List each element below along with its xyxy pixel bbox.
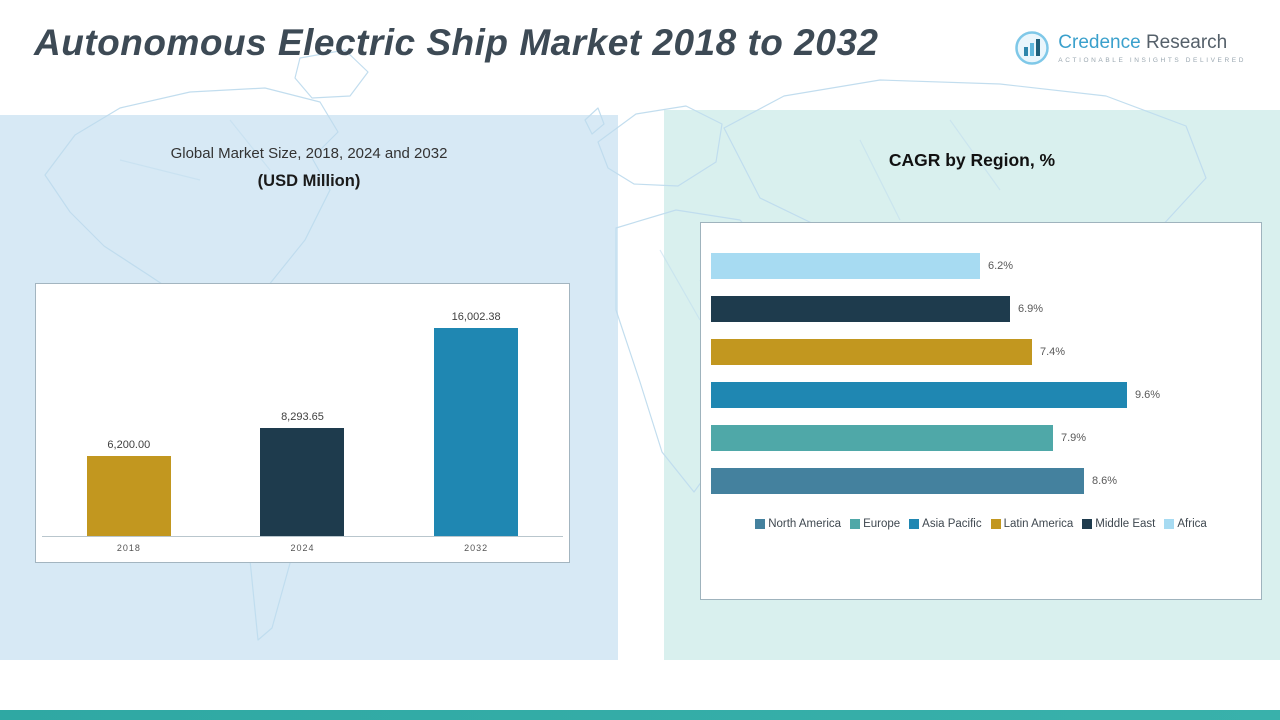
logo-brand-name: Credence Research — [1058, 32, 1246, 54]
bar-column-2024: 8,293.65 — [260, 411, 345, 536]
bar-2024 — [260, 428, 345, 536]
bar-value-label: 7.9% — [1061, 432, 1087, 444]
bar-latin-america — [711, 339, 1032, 365]
legend-label: Africa — [1177, 518, 1207, 530]
bar-value-label: 8.6% — [1092, 475, 1118, 487]
legend-swatch — [1164, 519, 1175, 529]
legend-item-latin-america: Latin America — [990, 518, 1074, 530]
bar-row-latin-america: 7.4% — [711, 339, 1261, 365]
logo-brand-secondary: Research — [1145, 32, 1228, 53]
cagr-chart-title: CAGR by Region, % — [888, 150, 1056, 170]
credence-research-logo: Credence Research Actionable Insights De… — [1014, 30, 1246, 66]
cagr-legend: North America Europe Asia Pacific Latin Ame… — [711, 518, 1261, 530]
legend-swatch — [990, 519, 1001, 529]
cagr-plot: 6.2% 6.9% 7.4% 9.6% 7.9% 8.6% — [711, 253, 1261, 494]
bar-2032 — [434, 328, 519, 536]
bar-north-america — [711, 468, 1084, 494]
legend-label: Middle East — [1095, 518, 1156, 530]
logo-brand-primary: Credence — [1058, 32, 1141, 53]
bar-value-label: 16,002.38 — [451, 311, 501, 323]
legend-item-middle-east: Middle East — [1082, 518, 1155, 530]
market-size-xaxis: 2018 2024 2032 — [42, 537, 563, 553]
footer-accent-bar — [0, 710, 1280, 720]
market-size-plot: 6,200.00 8,293.65 16,002.38 — [42, 310, 563, 537]
bar-row-middle-east: 6.9% — [711, 296, 1261, 322]
market-size-chart-subtitle: Global Market Size, 2018, 2024 and 2032 — [170, 145, 448, 162]
bar-row-africa: 6.2% — [711, 253, 1261, 279]
bar-column-2032: 16,002.38 — [434, 311, 519, 536]
bar-value-label: 9.6% — [1135, 389, 1161, 401]
logo-text: Credence Research Actionable Insights De… — [1058, 32, 1246, 64]
bar-europe — [711, 425, 1053, 451]
legend-label: Latin America — [1003, 518, 1074, 530]
market-size-chart: 6,200.00 8,293.65 16,002.38 2018 2024 2032 — [35, 283, 570, 563]
bar-value-label: 6.2% — [988, 260, 1014, 272]
x-axis-label-2018: 2018 — [116, 543, 141, 553]
logo-chart-icon — [1015, 31, 1050, 65]
legend-swatch — [1082, 519, 1093, 529]
bar-asia-pacific — [711, 382, 1127, 408]
legend-item-north-america: North America — [755, 518, 841, 530]
legend-label: Europe — [863, 518, 901, 530]
legend-swatch — [850, 519, 861, 529]
x-axis-label-2032: 2032 — [464, 543, 489, 553]
market-size-chart-unit: (USD Million) — [257, 172, 361, 190]
bar-column-2018: 6,200.00 — [86, 439, 171, 536]
legend-item-europe: Europe — [850, 518, 900, 530]
bar-africa — [711, 253, 980, 279]
cagr-chart: 6.2% 6.9% 7.4% 9.6% 7.9% 8.6% North America Eu… — [700, 222, 1262, 600]
legend-swatch — [909, 519, 920, 529]
legend-label: North America — [768, 518, 842, 530]
bar-value-label: 6.9% — [1018, 303, 1044, 315]
page-title: Autonomous Electric Ship Market 2018 to … — [34, 22, 879, 63]
legend-swatch — [755, 519, 766, 529]
legend-label: Asia Pacific — [922, 518, 982, 530]
bar-middle-east — [711, 296, 1010, 322]
bar-2018 — [86, 456, 171, 536]
legend-item-africa: Africa — [1164, 518, 1207, 530]
bar-row-europe: 7.9% — [711, 425, 1261, 451]
bar-row-north-america: 8.6% — [711, 468, 1261, 494]
bar-row-asia-pacific: 9.6% — [711, 382, 1261, 408]
bar-value-label: 7.4% — [1040, 346, 1066, 358]
x-axis-label-2024: 2024 — [290, 543, 315, 553]
logo-tagline: Actionable Insights Delivered — [1058, 57, 1246, 64]
legend-item-asia-pacific: Asia Pacific — [909, 518, 982, 530]
bar-value-label: 8,293.65 — [281, 411, 324, 423]
bar-value-label: 6,200.00 — [107, 439, 151, 451]
